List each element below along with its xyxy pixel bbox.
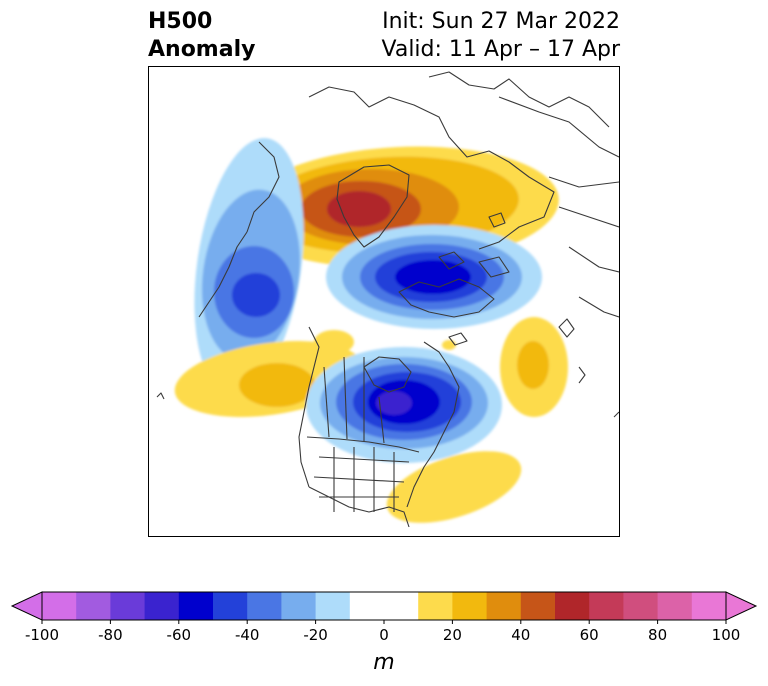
anomaly-trough-canada — [306, 347, 502, 463]
map-panel — [148, 66, 620, 537]
colorbar-segment — [110, 592, 146, 620]
coastlines — [156, 71, 619, 528]
title-init: Init: Sun 27 Mar 2022 — [382, 9, 620, 34]
title-valid: Valid: 11 Apr – 17 Apr — [381, 37, 621, 62]
anomaly-ridge-atlantic — [442, 317, 568, 417]
colorbar-segment — [486, 592, 522, 620]
colorbar-segment — [691, 592, 727, 620]
colorbar-segment — [589, 592, 624, 620]
anomaly-trough-arctic — [326, 225, 542, 329]
colorbar-tick-label: 40 — [511, 626, 531, 644]
title-variable: H500 — [148, 9, 213, 34]
colorbar-tick-label: -60 — [166, 626, 192, 644]
colorbar-segment — [247, 592, 282, 620]
colorbar-segment — [76, 592, 111, 620]
colorbar — [10, 591, 758, 624]
colorbar-segment — [520, 592, 556, 620]
colorbar-extend-min — [10, 591, 43, 621]
colorbar-segment — [281, 592, 317, 620]
colorbar-tick-label: -80 — [98, 626, 123, 644]
title-right: Init: Sun 27 Mar 2022 Valid: 11 Apr – 17… — [382, 8, 621, 64]
colorbar-segment — [178, 592, 214, 620]
colorbar-tick-label: -40 — [234, 626, 260, 644]
colorbar-segment — [144, 592, 180, 620]
colorbar-segment — [452, 592, 488, 620]
title-field: Anomaly — [148, 37, 256, 62]
colorbar-segment — [349, 592, 385, 620]
colorbar-tick-label: -100 — [24, 626, 60, 644]
colorbar-tick-label: 100 — [711, 626, 741, 644]
colorbar-extend-max — [725, 591, 758, 621]
anomaly-ridge-southeast — [386, 451, 522, 523]
colorbar-segment — [418, 592, 453, 620]
colorbar-tick-label: 60 — [579, 626, 599, 644]
colorbar-segment — [657, 592, 693, 620]
colorbar-segment — [213, 592, 248, 620]
colorbar-tick-label: 20 — [442, 626, 462, 644]
anomaly-map — [149, 71, 619, 528]
colorbar-segment — [384, 592, 419, 620]
colorbar-segment — [555, 592, 590, 620]
anomaly-trough-pacific — [194, 138, 304, 396]
colorbar-tick-label: -20 — [303, 626, 328, 644]
colorbar-segment — [42, 592, 77, 620]
title-left: H500 Anomaly — [148, 8, 255, 64]
anomaly-shading — [149, 138, 568, 523]
colorbar-segment — [315, 592, 351, 620]
colorbar-segment — [623, 592, 659, 620]
colorbar-tick-label: 0 — [379, 626, 389, 644]
colorbar-units-label: m — [373, 650, 395, 675]
colorbar-tick-label: 80 — [648, 626, 668, 644]
